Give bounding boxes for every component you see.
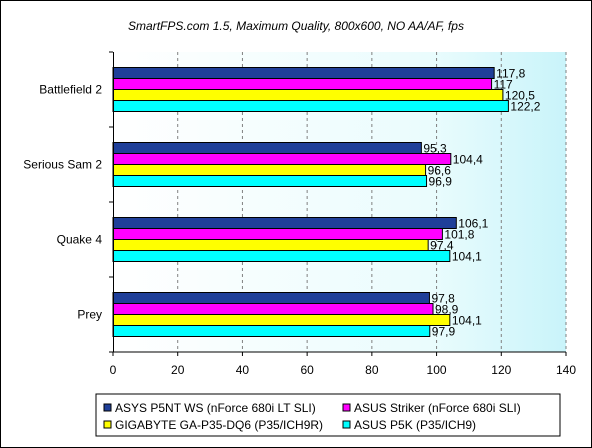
x-tick-label: 20 — [171, 363, 185, 377]
bar-value-label: 104,1 — [452, 314, 482, 328]
legend-items-group: ASYS P5NT WS (nForce 680i LT SLI) ASUS St… — [103, 401, 521, 432]
bar-value-label: 95,3 — [423, 142, 447, 156]
x-tick-label: 0 — [110, 363, 117, 377]
bar — [112, 250, 451, 262]
bar — [112, 89, 504, 101]
bar — [112, 292, 430, 304]
legend-swatch — [342, 403, 351, 412]
category-label: Prey — [77, 308, 102, 322]
legend-label: GIGABYTE GA-P35-DQ6 (P35/ICH9R) — [115, 418, 323, 432]
bar-value-label: 97,9 — [432, 325, 456, 339]
x-tick-label: 100 — [427, 363, 447, 377]
bar — [112, 153, 452, 165]
bar-value-label: 96,6 — [428, 164, 452, 178]
bar-value-label: 122,2 — [510, 100, 540, 114]
bar — [112, 67, 495, 79]
bar — [112, 78, 493, 90]
bar-value-label: 96,9 — [429, 175, 453, 189]
x-tick-label: 80 — [365, 363, 379, 377]
legend-swatch — [103, 403, 112, 412]
bar — [112, 100, 509, 112]
category-label: Battlefield 2 — [39, 83, 102, 97]
x-tick-label: 140 — [556, 363, 576, 377]
bar — [112, 325, 431, 337]
bar — [112, 164, 427, 176]
x-tick-label: 120 — [491, 363, 511, 377]
bar — [112, 142, 422, 154]
chart-title: SmartFPS.com 1.5, Maximum Quality, 800x6… — [128, 19, 464, 33]
x-tick-label: 40 — [236, 363, 250, 377]
bar-value-label: 117,8 — [496, 67, 525, 81]
bar — [112, 239, 429, 251]
bar-value-label: 97,8 — [431, 292, 455, 306]
bar-value-label: 104,4 — [453, 153, 483, 167]
bar-value-label: 104,1 — [452, 250, 482, 264]
category-labels-group: Battlefield 2 Serious Sam 2 Quake 4 Prey — [23, 51, 113, 353]
legend-box — [95, 393, 561, 437]
legend-label: ASUS P5K (P35/ICH9) — [354, 418, 476, 432]
bar — [112, 228, 443, 240]
category-label: Serious Sam 2 — [23, 158, 102, 172]
bar-value-label: 106,1 — [458, 217, 488, 231]
legend-swatch — [342, 420, 351, 429]
bar — [112, 217, 457, 229]
legend: ASYS P5NT WS (nForce 680i LT SLI) ASUS St… — [95, 393, 561, 437]
bar-value-label: 101,8 — [444, 228, 474, 242]
legend-label: ASYS P5NT WS (nForce 680i LT SLI) — [115, 401, 316, 415]
category-label: Quake 4 — [57, 233, 103, 247]
legend-swatch — [103, 420, 112, 429]
bar-value-label: 97,4 — [430, 239, 454, 253]
bar-value-label: 117 — [494, 78, 513, 92]
bar — [112, 314, 451, 326]
bar-value-label: 98,9 — [435, 303, 459, 317]
x-tick-label: 60 — [300, 363, 314, 377]
x-tick-labels-group: 0 20 40 60 80 100 120 140 — [110, 352, 576, 377]
legend-label: ASUS Striker (nForce 680i SLI) — [354, 401, 521, 415]
bar — [112, 175, 428, 187]
bar — [112, 303, 434, 315]
bar-value-label: 120,5 — [505, 89, 535, 103]
